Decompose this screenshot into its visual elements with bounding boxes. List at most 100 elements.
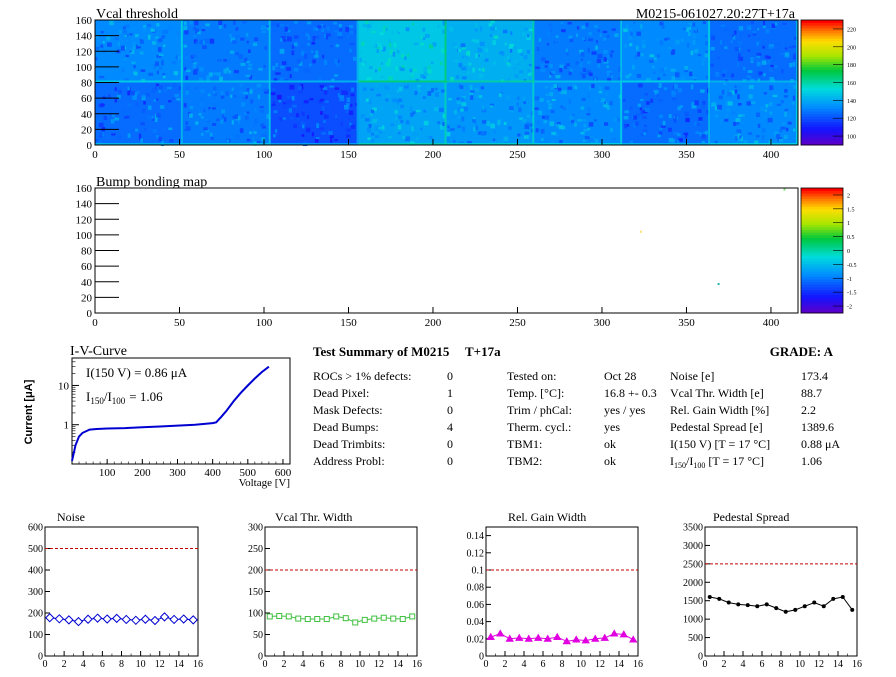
pixel-cell xyxy=(774,131,779,137)
pixel-cell xyxy=(183,25,188,31)
pixel-cell xyxy=(105,114,109,118)
pixel-cell xyxy=(507,57,511,63)
roc-x-tick-label: 16 xyxy=(412,659,422,670)
pixel-cell xyxy=(597,29,600,33)
summary-value: yes / yes xyxy=(604,403,646,417)
pixel-cell xyxy=(385,98,389,102)
scale-band xyxy=(801,92,843,96)
summary-value: 0 xyxy=(447,454,453,468)
x-tick-label: 200 xyxy=(425,149,442,161)
scale-label: 0 xyxy=(847,249,850,255)
roc-x-tick-label: 14 xyxy=(174,659,184,670)
pixel-cell xyxy=(279,23,285,27)
scale-band xyxy=(801,40,843,44)
pixel-cell xyxy=(668,59,672,63)
pixel-cell xyxy=(679,105,683,108)
scale-band xyxy=(801,214,843,218)
pixel-cell xyxy=(271,88,276,91)
pixel-cell xyxy=(671,90,676,95)
scale-band xyxy=(801,64,843,68)
pixel-cell xyxy=(388,76,393,81)
pixel-cell xyxy=(644,107,650,113)
roc-y-tick-label: 0.06 xyxy=(467,600,485,611)
pixel-cell xyxy=(456,115,461,120)
pixel-cell xyxy=(289,74,292,78)
pixel-cell xyxy=(415,109,421,113)
summary-value: 173.4 xyxy=(801,369,828,383)
pixel-cell xyxy=(349,122,352,126)
roc-y-tick-label: 250 xyxy=(248,544,263,555)
pixel-cell xyxy=(524,124,530,130)
y-tick-label: 160 xyxy=(76,15,93,27)
roc-y-tick-label: 3500 xyxy=(683,523,703,534)
pixel-cell xyxy=(747,49,751,52)
pixel-cell xyxy=(315,35,320,39)
pixel-cell xyxy=(556,69,561,72)
roc-x-tick-label: 8 xyxy=(779,659,784,670)
pixel-cell xyxy=(349,30,353,35)
pixel-cell xyxy=(279,48,285,54)
pixel-cell xyxy=(514,74,519,79)
scale-band xyxy=(801,90,843,94)
pixel-cell xyxy=(287,95,291,99)
pixel-cell xyxy=(632,65,635,70)
pixel-cell xyxy=(467,71,470,74)
summary-label: Dead Bumps: xyxy=(313,420,379,434)
pixel-cell xyxy=(663,73,666,76)
pixel-cell xyxy=(276,23,280,27)
roc-plot-title: Vcal Thr. Width xyxy=(275,510,352,524)
pixel-cell xyxy=(684,69,688,73)
pixel-cell xyxy=(587,60,592,65)
data-point xyxy=(352,619,359,626)
pixel-cell xyxy=(442,113,446,119)
pixel-cell xyxy=(250,99,254,104)
pixel-cell xyxy=(704,35,708,38)
roc-edge xyxy=(270,143,359,145)
pixel-cell xyxy=(373,129,379,133)
pixel-cell xyxy=(527,68,530,74)
pixel-cell xyxy=(482,105,485,110)
pixel-cell xyxy=(756,41,759,46)
pixel-cell xyxy=(609,100,613,106)
scale-band xyxy=(801,266,843,270)
pixel-cell xyxy=(229,72,233,77)
roc-edge xyxy=(796,20,798,83)
pixel-cell xyxy=(757,28,760,31)
pixel-cell xyxy=(625,75,630,79)
scale-band xyxy=(801,281,843,285)
pixel-cell xyxy=(781,122,786,125)
pixel-cell xyxy=(486,121,490,126)
y-tick-label: 140 xyxy=(76,31,93,43)
pixel-cell xyxy=(324,100,329,103)
pixel-cell xyxy=(554,38,558,44)
data-point xyxy=(83,614,93,624)
pixel-cell xyxy=(594,77,597,81)
pixel-cell xyxy=(733,30,737,35)
pixel-cell xyxy=(656,54,660,58)
pixel-cell xyxy=(722,73,725,77)
roc-series-line xyxy=(269,615,413,624)
pixel-cell xyxy=(526,34,530,38)
pixel-cell xyxy=(333,30,339,33)
scale-band xyxy=(801,82,843,86)
roc-block xyxy=(358,20,447,83)
pixel-cell xyxy=(491,30,496,33)
pixel-cell xyxy=(784,52,790,58)
pixel-cell xyxy=(139,51,144,55)
pixel-cell xyxy=(326,111,332,116)
pixel-cell xyxy=(779,129,783,133)
pixel-cell xyxy=(442,20,446,25)
pixel-cell xyxy=(364,118,370,122)
pixel-cell xyxy=(780,126,786,130)
pixel-cell xyxy=(765,61,770,65)
pixel-cell xyxy=(781,68,784,74)
pixel-cell xyxy=(637,97,641,100)
pixel-cell xyxy=(465,55,469,60)
pixel-cell xyxy=(338,24,343,27)
pixel-cell xyxy=(446,132,451,137)
pixel-cell xyxy=(192,35,197,38)
pixel-cell xyxy=(466,141,472,145)
pixel-cell xyxy=(345,26,350,32)
pixel-cell xyxy=(272,70,278,76)
